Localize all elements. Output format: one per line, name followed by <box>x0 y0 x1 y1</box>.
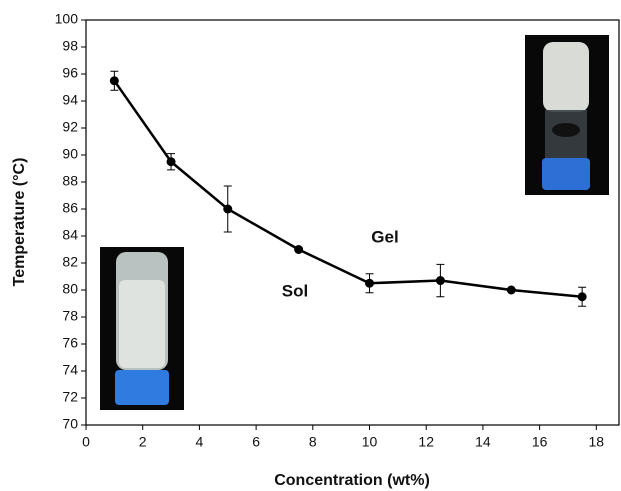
y-tick-label: 100 <box>55 11 79 27</box>
y-tick-label: 92 <box>62 119 78 135</box>
data-point <box>435 276 445 286</box>
data-point <box>506 285 516 295</box>
data-line <box>113 80 583 298</box>
x-tick-label: 18 <box>589 434 605 450</box>
y-tick-label: 82 <box>62 254 78 270</box>
y-tick-label: 90 <box>62 146 78 162</box>
data-point <box>365 278 375 288</box>
y-tick-label: 96 <box>62 65 78 81</box>
x-tick-label: 6 <box>252 434 260 450</box>
y-tick-label: 78 <box>62 308 78 324</box>
x-tick-label: 12 <box>418 434 434 450</box>
y-tick-label: 88 <box>62 173 78 189</box>
x-tick-label: 16 <box>532 434 548 450</box>
y-tick-label: 76 <box>62 335 78 351</box>
y-tick-label: 86 <box>62 200 78 216</box>
x-tick-label: 8 <box>309 434 317 450</box>
data-point <box>294 245 304 254</box>
y-tick-label: 84 <box>62 227 78 243</box>
plot-frame <box>85 19 620 426</box>
y-axis-title: Temperature (°C) <box>11 158 28 287</box>
annotation: Sol <box>282 281 308 300</box>
data-point <box>166 157 176 167</box>
x-tick-label: 10 <box>362 434 378 450</box>
data-point <box>223 204 233 214</box>
x-axis-title: Concentration (wt%) <box>274 472 430 489</box>
annotation: Gel <box>371 227 398 246</box>
data-point <box>109 76 119 86</box>
y-tick-label: 74 <box>62 362 78 378</box>
data-point <box>577 292 587 302</box>
y-tick-label: 98 <box>62 38 78 54</box>
x-tick-label: 4 <box>196 434 204 450</box>
gel-vial-photo <box>525 35 609 195</box>
x-tick-label: 2 <box>139 434 147 450</box>
y-tick-label: 70 <box>62 416 78 432</box>
y-tick-label: 80 <box>62 281 78 297</box>
y-tick-label: 72 <box>62 389 78 405</box>
sol-vial-photo <box>100 247 184 410</box>
x-tick-label: 14 <box>475 434 491 450</box>
y-tick-label: 94 <box>62 92 78 108</box>
x-tick-label: 0 <box>82 434 90 450</box>
